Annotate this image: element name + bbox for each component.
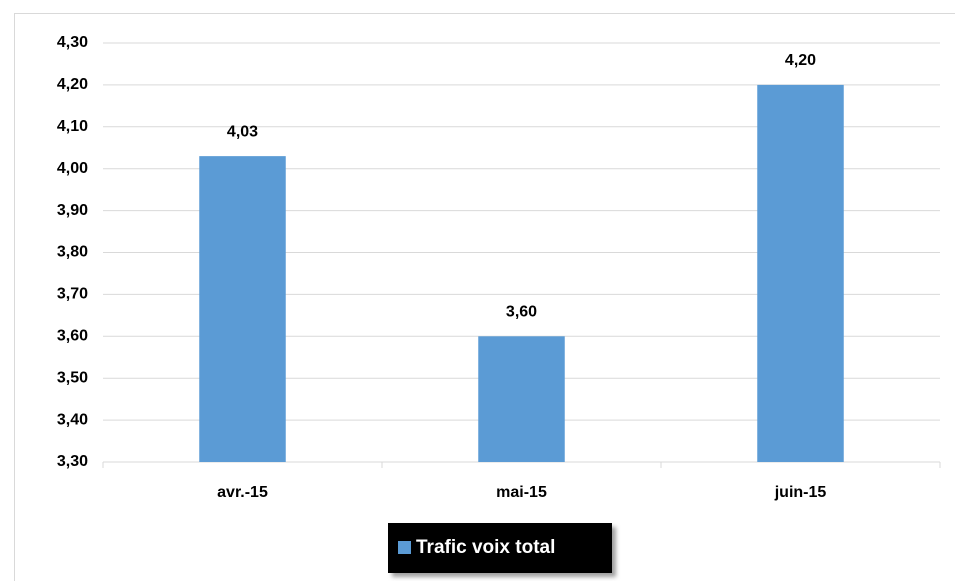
data-label: 4,20: [785, 52, 816, 69]
y-tick-label: 4,20: [57, 76, 88, 93]
bar: [478, 336, 565, 462]
y-tick-label: 4,00: [57, 160, 88, 177]
x-tick-label: avr.-15: [217, 484, 268, 501]
y-tick-label: 3,80: [57, 244, 88, 261]
y-tick-label: 3,40: [57, 411, 88, 428]
legend-box: [388, 523, 612, 573]
y-tick-label: 3,30: [57, 453, 88, 470]
bar: [199, 156, 286, 462]
bar: [757, 84, 844, 463]
y-tick-label: 4,10: [57, 118, 88, 135]
y-tick-label: 3,70: [57, 286, 88, 303]
data-label: 3,60: [506, 304, 537, 321]
y-tick-label: 4,30: [57, 34, 88, 51]
legend-label: Trafic voix total: [416, 537, 555, 558]
y-tick-label: 3,60: [57, 328, 88, 345]
y-tick-label: 3,90: [57, 202, 88, 219]
data-label: 4,03: [227, 123, 258, 140]
x-tick-label: juin-15: [774, 484, 827, 501]
legend-swatch: [398, 541, 411, 554]
x-tick-label: mai-15: [496, 484, 547, 501]
y-tick-label: 3,50: [57, 369, 88, 386]
